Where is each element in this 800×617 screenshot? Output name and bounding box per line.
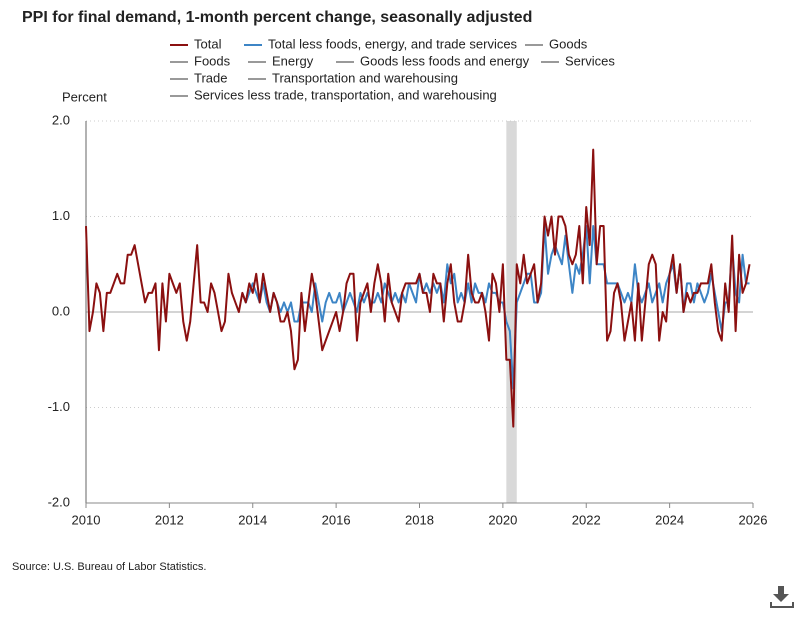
legend-label: Goods <box>549 36 588 51</box>
download-icon <box>773 586 789 602</box>
legend-label: Foods <box>194 53 231 68</box>
x-tick-label: 2018 <box>405 512 434 527</box>
chart-title: PPI for final demand, 1-month percent ch… <box>22 9 532 26</box>
x-tick-label: 2024 <box>655 512 684 527</box>
legend-label: Goods less foods and energy <box>360 53 530 68</box>
x-tick-label: 2010 <box>72 512 101 527</box>
x-tick-label: 2026 <box>739 512 768 527</box>
series-line <box>241 225 750 390</box>
legend-item[interactable]: Trade <box>170 70 227 85</box>
download-tray <box>770 602 794 608</box>
legend-item[interactable]: Transportation and warehousing <box>248 70 458 85</box>
y-tick-label: 1.0 <box>52 208 70 223</box>
x-tick-label: 2022 <box>572 512 601 527</box>
x-tick-label: 2016 <box>322 512 351 527</box>
x-tick-label: 2020 <box>488 512 517 527</box>
legend-label: Trade <box>194 70 227 85</box>
x-tick-label: 2014 <box>238 512 267 527</box>
legend-item[interactable]: Services less trade, transportation, and… <box>170 87 497 102</box>
legend-label: Services <box>565 53 615 68</box>
legend-item[interactable]: Foods <box>170 53 231 68</box>
x-tick-label: 2012 <box>155 512 184 527</box>
legend-label: Total <box>194 36 222 51</box>
series-line <box>85 148 751 428</box>
y-tick-label: 0.0 <box>52 303 70 318</box>
legend-item[interactable]: Energy <box>248 53 314 68</box>
source: Source: U.S. Bureau of Labor Statistics. <box>12 561 206 573</box>
legend-item[interactable]: Total <box>170 36 222 51</box>
y-axis-label: Percent <box>62 89 107 104</box>
legend-item[interactable]: Goods <box>525 36 588 51</box>
y-tick-label: -1.0 <box>48 399 70 414</box>
legend-item[interactable]: Total less foods, energy, and trade serv… <box>244 36 518 51</box>
legend-label: Transportation and warehousing <box>272 70 458 85</box>
legend-item[interactable]: Goods less foods and energy <box>336 53 530 68</box>
legend-label: Energy <box>272 53 314 68</box>
legend-label: Services less trade, transportation, and… <box>194 87 497 102</box>
download-button[interactable] <box>766 582 796 610</box>
y-tick-label: 2.0 <box>52 112 70 127</box>
legend-item[interactable]: Services <box>541 53 615 68</box>
y-tick-label: -2.0 <box>48 494 70 509</box>
legend-label: Total less foods, energy, and trade serv… <box>268 36 518 51</box>
